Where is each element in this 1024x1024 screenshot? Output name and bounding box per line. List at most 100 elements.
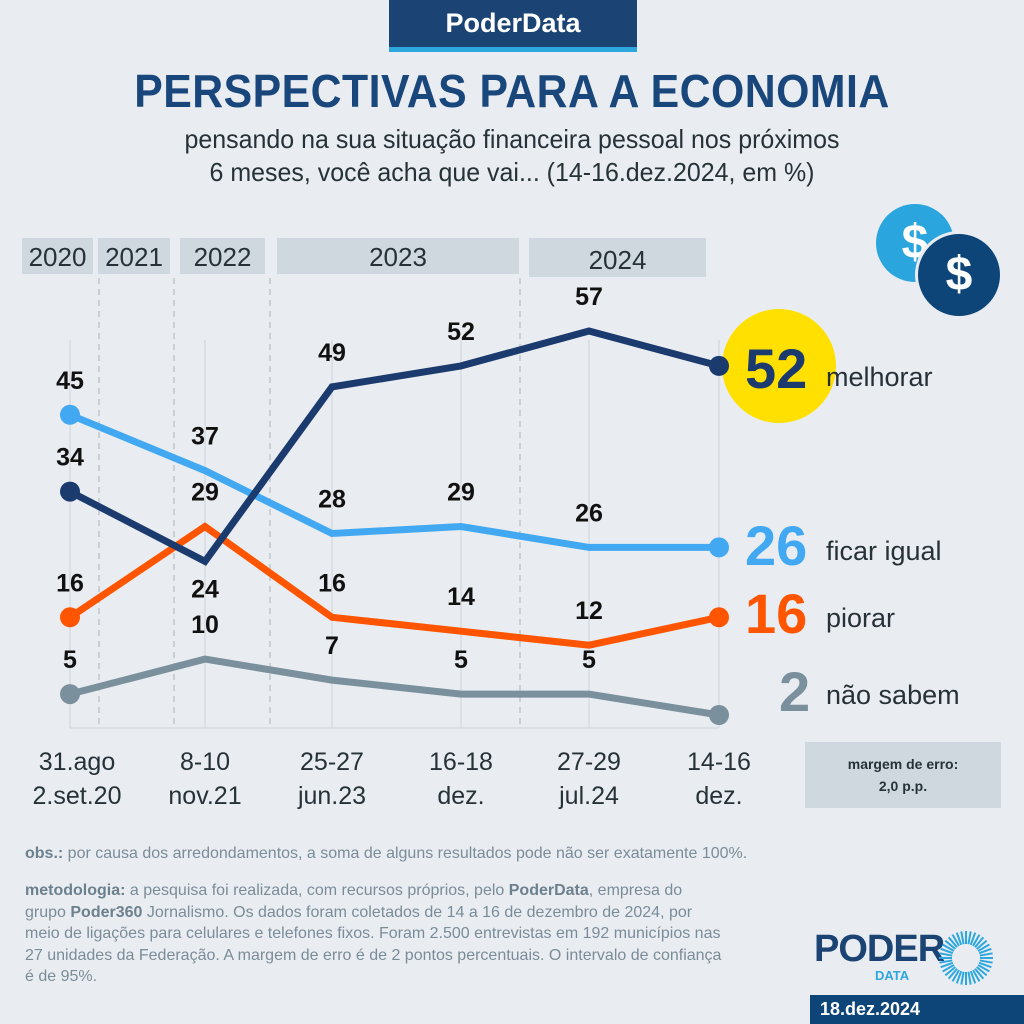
subtitle-line-1: pensando na sua situação financeira pess… bbox=[184, 124, 840, 154]
margin-label: margem de erro: bbox=[847, 756, 959, 772]
logo-subtext: DATA bbox=[875, 968, 910, 983]
sunburst-ray bbox=[947, 936, 958, 948]
method-label: metodologia: bbox=[25, 882, 126, 899]
sunburst-ray bbox=[947, 968, 958, 980]
methodology-note: metodologia: a pesquisa foi realizada, c… bbox=[25, 880, 725, 988]
data-label: 5 bbox=[582, 646, 596, 674]
sunburst-ray bbox=[974, 936, 985, 948]
highlight-circle bbox=[722, 309, 836, 423]
data-point-marker bbox=[60, 404, 80, 425]
method-text: Jornalismo. Os dados foram coletados de … bbox=[25, 903, 722, 986]
data-label: 29 bbox=[447, 479, 475, 507]
sunburst-logo-icon bbox=[939, 931, 993, 985]
data-point-marker bbox=[60, 481, 80, 502]
year-label-2024: 2024 bbox=[529, 238, 706, 277]
end-label-piorar: piorar bbox=[826, 603, 896, 633]
x-tick-label: 25-27 jun.23 bbox=[272, 745, 392, 813]
sunburst-ray bbox=[978, 961, 992, 969]
data-label: 5 bbox=[454, 646, 468, 674]
x-tick-line2: dez. bbox=[437, 782, 485, 810]
method-brand: PoderData bbox=[508, 882, 589, 899]
margin-of-error-box: margem de erro: 2,0 p.p. bbox=[805, 742, 1001, 808]
sunburst-ray bbox=[969, 932, 977, 946]
logo-wordmark: PODER bbox=[814, 928, 945, 970]
data-label: 29 bbox=[191, 479, 219, 507]
data-label: 37 bbox=[191, 423, 219, 451]
data-label: 16 bbox=[56, 569, 84, 597]
sunburst-ray bbox=[976, 939, 988, 950]
data-point-marker bbox=[60, 684, 80, 705]
year-label-2022: 2022 bbox=[180, 238, 265, 274]
x-tick-line1: 25-27 bbox=[300, 748, 364, 776]
sunburst-ray bbox=[955, 970, 963, 984]
observation-note: obs.: por causa dos arredondamentos, a s… bbox=[25, 845, 1005, 863]
chart-title: PERSPECTIVAS PARA A ECONOMIA bbox=[134, 65, 890, 117]
x-tick-label: 16-18 dez. bbox=[401, 745, 521, 813]
sunburst-ray bbox=[972, 969, 981, 982]
year-label-2020: 2020 bbox=[22, 238, 93, 274]
sunburst-ray bbox=[969, 970, 977, 984]
x-tick-label: 8-10 nov.21 bbox=[145, 745, 265, 813]
subtitle-line-2: 6 meses, você acha que vai... (14-16.dez… bbox=[209, 157, 815, 187]
end-value-melhorar: 52 bbox=[745, 337, 808, 400]
sunburst-ray bbox=[979, 959, 993, 964]
data-label: 24 bbox=[191, 575, 219, 603]
brand-tab: PoderData bbox=[389, 0, 637, 52]
method-text: a pesquisa foi realizada, com recursos p… bbox=[125, 882, 509, 899]
data-label: 34 bbox=[56, 444, 84, 472]
x-tick-line1: 16-18 bbox=[429, 748, 493, 776]
data-label: 12 bbox=[575, 597, 603, 625]
sunburst-ray bbox=[977, 964, 990, 973]
margin-value: 2,0 p.p. bbox=[878, 778, 928, 794]
x-tick-line2: dez. bbox=[695, 782, 743, 810]
data-label: 16 bbox=[318, 569, 346, 597]
x-tick-label: 31.ago 2.set.20 bbox=[17, 745, 137, 813]
x-tick-line1: 14-16 bbox=[687, 748, 751, 776]
sunburst-ray bbox=[942, 964, 955, 973]
x-tick-line2: jul.24 bbox=[559, 782, 619, 810]
series-line-melhorar bbox=[68, 327, 720, 566]
data-label: 7 bbox=[325, 632, 339, 660]
end-value-piorar: 16 bbox=[745, 582, 808, 645]
sunburst-ray bbox=[939, 959, 953, 964]
data-point-marker bbox=[709, 537, 729, 558]
data-label: 14 bbox=[447, 583, 475, 611]
series-line-ficar-igual bbox=[68, 411, 719, 551]
x-tick-line1: 8-10 bbox=[179, 748, 231, 776]
obs-label: obs.: bbox=[25, 845, 64, 862]
sunburst-ray bbox=[944, 966, 956, 977]
series-line-piorar bbox=[68, 522, 720, 649]
data-point-marker bbox=[709, 705, 729, 725]
end-label-melhorar: melhorar bbox=[826, 362, 933, 392]
x-tick-line2: nov.21 bbox=[168, 782, 242, 810]
data-label: 28 bbox=[318, 486, 346, 514]
obs-text: por causa dos arredondamentos, a soma de… bbox=[63, 845, 748, 862]
sunburst-ray bbox=[979, 952, 993, 957]
end-value-nao-sabem: 2 bbox=[779, 660, 811, 723]
sunburst-ray bbox=[967, 931, 972, 945]
sunburst-ray bbox=[940, 947, 954, 955]
data-label: 26 bbox=[575, 499, 603, 527]
data-point-marker bbox=[709, 607, 729, 628]
data-label: 5 bbox=[63, 646, 77, 674]
sunburst-ray bbox=[972, 934, 981, 947]
sunburst-ray bbox=[976, 966, 988, 977]
year-label-2023: 2023 bbox=[277, 238, 519, 274]
series-line-não-sabem bbox=[69, 655, 720, 719]
sunburst-ray bbox=[955, 932, 963, 946]
publish-date: 18.dez.2024 bbox=[810, 995, 1024, 1024]
dollar-coin-icon: $ bbox=[915, 231, 1003, 319]
data-label: 57 bbox=[575, 283, 603, 311]
data-point-marker bbox=[709, 355, 729, 376]
x-tick-label: 27-29 jul.24 bbox=[529, 745, 649, 813]
data-label: 49 bbox=[318, 339, 346, 367]
year-label-2021: 2021 bbox=[98, 238, 170, 274]
end-label-ficar-igual: ficar igual bbox=[826, 536, 942, 566]
x-tick-line1: 31.ago bbox=[38, 748, 116, 776]
x-tick-line2: jun.23 bbox=[297, 782, 367, 810]
sunburst-ray bbox=[977, 943, 990, 952]
sunburst-ray bbox=[940, 961, 954, 969]
sunburst-ray bbox=[960, 931, 965, 945]
method-brand: Poder360 bbox=[70, 903, 143, 921]
